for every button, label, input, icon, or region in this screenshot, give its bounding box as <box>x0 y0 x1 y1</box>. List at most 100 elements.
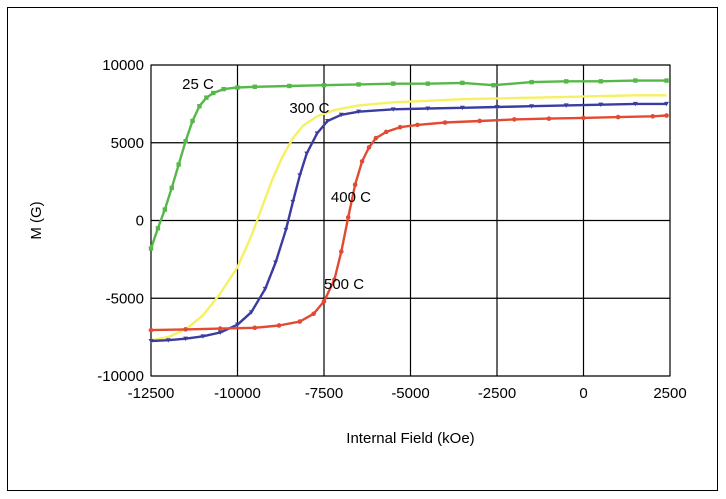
series-300-c <box>150 94 667 342</box>
data-point <box>217 330 223 335</box>
data-point <box>169 185 174 191</box>
series-label: 400 C <box>331 189 371 206</box>
data-point <box>460 80 465 86</box>
data-point <box>598 102 604 108</box>
data-point <box>383 129 389 135</box>
series-400-c <box>148 101 669 344</box>
data-point <box>546 116 552 121</box>
data-point <box>217 326 223 331</box>
data-point <box>276 323 282 328</box>
y-tick-label: -10000 <box>97 368 144 385</box>
data-point <box>304 151 310 157</box>
data-point <box>287 83 292 89</box>
data-point <box>332 277 337 282</box>
data-point <box>581 115 586 121</box>
series-label: 25 C <box>182 76 214 93</box>
x-axis-title: Internal Field (kOe) <box>346 430 474 447</box>
data-point <box>373 135 379 141</box>
data-point <box>359 159 365 164</box>
data-point <box>460 105 465 111</box>
x-tick-label: -10000 <box>214 385 261 402</box>
data-point <box>183 138 188 144</box>
series-500-c <box>148 113 669 333</box>
y-tick-label: 0 <box>136 213 144 230</box>
data-point <box>235 322 240 328</box>
data-point <box>252 84 257 89</box>
data-point <box>248 310 254 315</box>
data-point <box>162 207 168 212</box>
data-point <box>183 327 188 332</box>
data-point <box>297 173 303 178</box>
x-tick-label: -7500 <box>305 385 343 402</box>
data-point <box>325 118 330 124</box>
tick-labels: -12500 -10000 -7500 -5000 -2500 0 2500-10000-5… <box>97 57 686 402</box>
data-point <box>563 103 569 108</box>
data-point <box>512 117 517 122</box>
x-tick-label: -5000 <box>391 385 429 402</box>
series-label: 500 C <box>324 276 364 293</box>
data-point <box>235 85 240 90</box>
data-point <box>390 107 396 112</box>
data-point <box>290 199 296 205</box>
data-point <box>425 81 430 86</box>
data-point <box>148 339 154 344</box>
data-point <box>529 104 534 109</box>
y-tick-label: -5000 <box>106 290 144 307</box>
y-axis-title: M (G) <box>28 201 45 239</box>
data-point <box>252 325 258 331</box>
data-point <box>664 101 669 107</box>
data-point <box>197 104 202 109</box>
x-tick-label: 0 <box>579 385 587 402</box>
series-line <box>150 102 667 343</box>
series-line <box>150 114 667 332</box>
data-point <box>338 112 344 118</box>
data-point <box>598 79 603 84</box>
data-point <box>262 286 268 292</box>
data-point <box>564 79 569 84</box>
data-point <box>391 81 396 86</box>
y-tick-label: 10000 <box>102 57 144 74</box>
data-point <box>321 299 327 304</box>
data-point <box>650 114 655 119</box>
data-point <box>183 336 188 342</box>
x-tick-label: 2500 <box>653 385 686 402</box>
series-group <box>148 78 669 344</box>
data-point <box>633 101 638 107</box>
data-point <box>442 120 448 125</box>
y-tick-label: 5000 <box>111 135 144 152</box>
data-point <box>529 79 534 85</box>
data-point <box>633 78 638 83</box>
data-point <box>397 124 403 130</box>
data-point <box>425 106 431 111</box>
data-point <box>148 246 154 251</box>
x-tick-label: -2500 <box>478 385 516 402</box>
data-point <box>352 182 358 188</box>
data-point <box>356 109 361 115</box>
data-point <box>273 260 278 265</box>
data-point <box>211 90 216 96</box>
data-point <box>148 327 154 333</box>
series-25-c <box>148 78 669 251</box>
data-point <box>664 113 669 118</box>
data-point <box>664 78 669 83</box>
x-tick-label: -12500 <box>128 385 175 402</box>
data-point <box>176 162 181 167</box>
data-point <box>615 114 621 120</box>
data-point <box>494 104 500 110</box>
data-point <box>221 86 226 92</box>
data-point <box>311 311 316 317</box>
series-labels: 25 C 300 C 400 C 500 C <box>182 76 371 293</box>
data-point <box>345 215 351 220</box>
data-point <box>155 226 161 231</box>
data-point <box>477 118 483 124</box>
data-point <box>314 131 320 136</box>
data-point <box>366 145 372 150</box>
data-point <box>190 118 195 124</box>
data-point <box>200 334 206 339</box>
data-point <box>415 122 420 128</box>
data-point <box>204 95 209 100</box>
data-point <box>297 319 303 324</box>
data-point <box>356 82 361 87</box>
series-line <box>150 94 667 342</box>
